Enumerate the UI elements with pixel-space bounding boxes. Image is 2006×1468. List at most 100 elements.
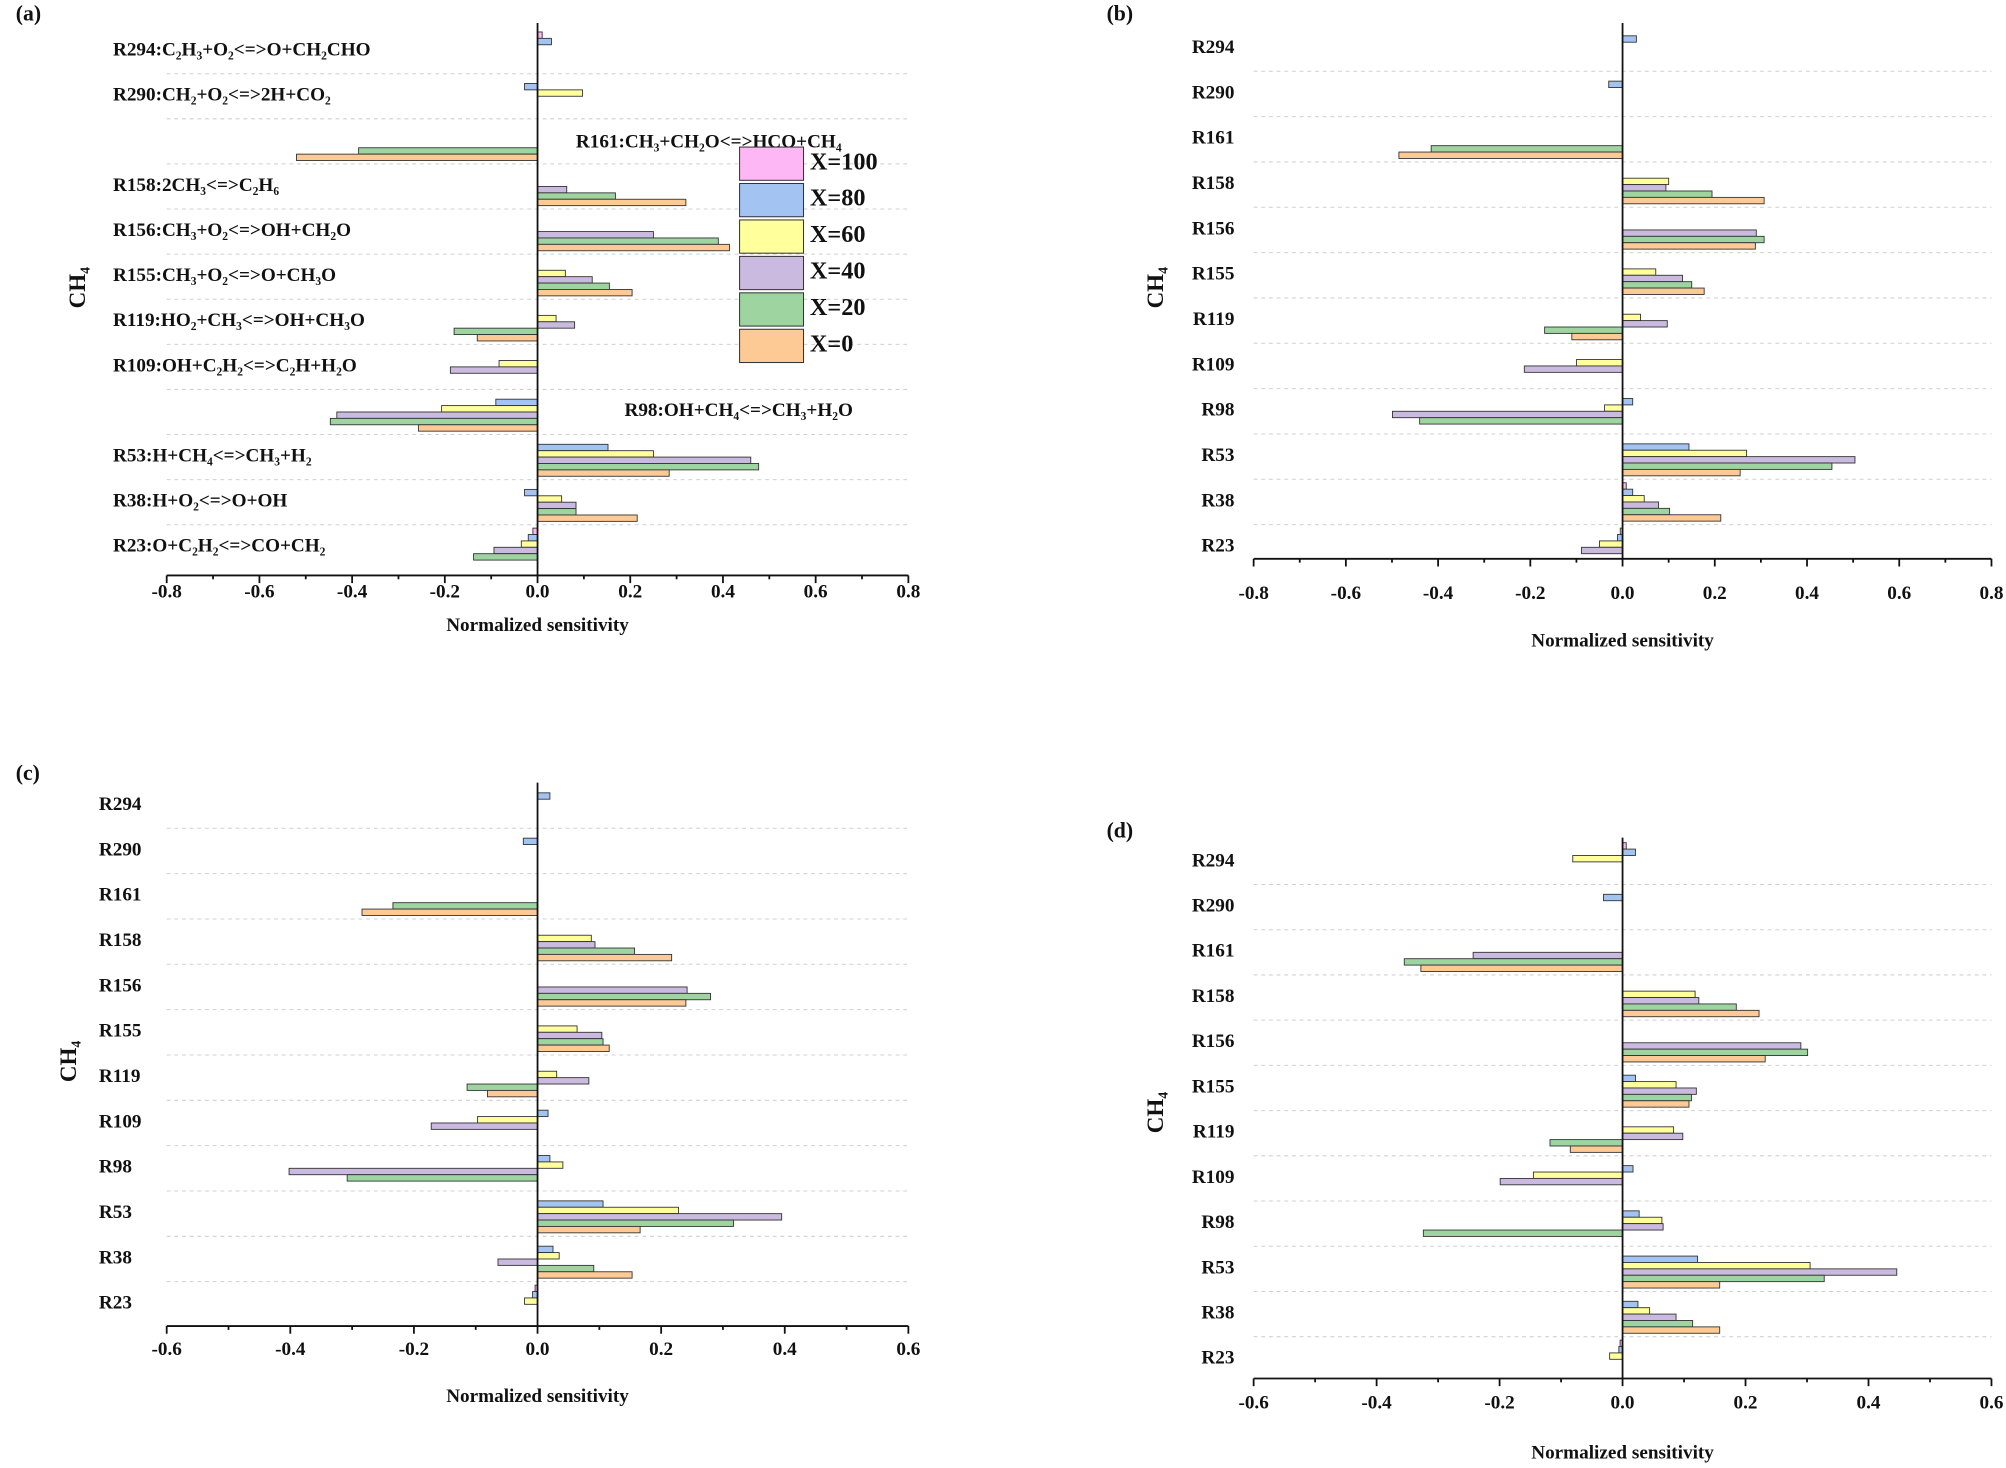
bar: [296, 153, 538, 161]
bar: [1622, 1087, 1697, 1095]
bar: [392, 902, 538, 910]
bar: [537, 456, 752, 464]
bar: [1622, 1320, 1694, 1328]
bar: [537, 1155, 551, 1163]
x-axis-title: Normalized sensitivity: [446, 1386, 629, 1407]
bar: [537, 243, 730, 252]
legend-label: X=60: [810, 221, 866, 248]
x-tick-label: 0.8: [896, 582, 920, 603]
x-tick-label: -0.8: [152, 582, 182, 603]
category-label: R98:OH+CH₄<=>CH₃+H₂O: [624, 400, 852, 421]
legend-swatch: [739, 146, 805, 181]
x-tick-label: -0.2: [399, 1339, 429, 1360]
bar: [1622, 848, 1636, 856]
bar: [1575, 359, 1623, 367]
bar: [537, 463, 760, 471]
x-tick-label: -0.4: [1361, 1392, 1392, 1413]
bar: [537, 314, 557, 323]
category-label: R98: [99, 1157, 132, 1178]
category-label: R109:OH+C₂H₂<=>C₂H+H₂O: [113, 355, 357, 376]
y-axis-title: CH₄: [64, 267, 90, 309]
panel-label: (d): [1107, 818, 1134, 842]
x-tick-label: 0.0: [526, 1339, 550, 1360]
bar: [1581, 546, 1623, 555]
category-label: R290:CH₂+O₂<=>2H+CO₂: [113, 85, 331, 106]
bar: [1622, 507, 1671, 516]
bar: [1622, 196, 1765, 205]
panel-label: (a): [16, 1, 41, 25]
bar: [524, 83, 538, 91]
category-label: R156: [1192, 218, 1235, 239]
bar: [1604, 404, 1623, 412]
bar: [1622, 1300, 1639, 1309]
x-tick-label: 0.4: [1857, 1392, 1881, 1413]
bar: [1622, 1262, 1811, 1270]
bar: [522, 837, 538, 846]
category-label: R290: [1192, 82, 1235, 103]
bar: [1622, 1210, 1640, 1218]
bar: [537, 198, 687, 207]
bar: [527, 534, 538, 542]
bar: [1622, 1307, 1651, 1315]
bar: [537, 469, 670, 477]
x-tick-label: 0.6: [804, 582, 828, 603]
legend-swatch: [739, 328, 805, 364]
bar: [1622, 1048, 1809, 1056]
x-axis-title: Normalized sensitivity: [1531, 630, 1714, 651]
legend-label: X=20: [810, 294, 866, 321]
bar: [1622, 456, 1856, 464]
x-tick-label: 0.0: [1611, 1392, 1635, 1413]
legend-swatch: [739, 255, 805, 291]
bar: [430, 1122, 538, 1130]
bar: [1622, 242, 1756, 250]
panel-label: (c): [16, 761, 40, 785]
x-tick-label: -0.4: [337, 582, 368, 603]
bar: [537, 941, 596, 949]
category-label: R38: [1201, 490, 1234, 511]
bar: [1622, 1074, 1636, 1083]
x-tick-label: 0.6: [1887, 583, 1911, 604]
bar: [537, 1245, 554, 1254]
x-tick-label: 0.6: [896, 1339, 920, 1360]
x-tick-label: -0.2: [1484, 1392, 1514, 1413]
bar: [524, 488, 538, 497]
category-label: R109: [99, 1111, 142, 1132]
legend-label: X=80: [810, 185, 866, 212]
category-label: R156:CH₃+O₂<=>OH+CH₂O: [113, 220, 351, 241]
bar: [1599, 540, 1623, 548]
bar: [537, 269, 566, 278]
bar: [1622, 1126, 1675, 1134]
bar: [1622, 462, 1833, 470]
bar: [1622, 320, 1668, 328]
bar: [1622, 514, 1722, 522]
category-label: R155: [1192, 1076, 1235, 1097]
category-label: R109: [1192, 1167, 1235, 1188]
bar: [537, 992, 712, 1001]
bar: [1549, 1139, 1623, 1147]
bar: [493, 546, 538, 555]
category-label: R155: [99, 1021, 142, 1042]
category-label: R294: [99, 794, 142, 815]
bar: [1622, 1255, 1699, 1263]
bar: [441, 405, 538, 413]
bar: [537, 231, 654, 239]
bar: [1609, 1352, 1623, 1360]
bar: [1544, 326, 1623, 334]
category-label: R294: [1192, 37, 1235, 58]
bar: [1622, 1093, 1692, 1102]
bar: [1472, 951, 1623, 960]
bar: [537, 1161, 564, 1169]
bar: [537, 37, 552, 46]
bar: [1622, 1268, 1898, 1276]
bar: [336, 411, 538, 419]
category-label: R155:CH₃+O₂<=>O+CH₃O: [113, 265, 336, 286]
legend-label: X=0: [810, 330, 854, 357]
bar: [1622, 177, 1670, 186]
x-tick-label: -0.6: [1238, 1392, 1269, 1413]
bar: [1622, 449, 1748, 458]
bar: [417, 424, 538, 432]
bar: [537, 237, 719, 245]
bar: [1572, 855, 1623, 863]
bar: [537, 1264, 595, 1273]
bar: [537, 1225, 641, 1234]
